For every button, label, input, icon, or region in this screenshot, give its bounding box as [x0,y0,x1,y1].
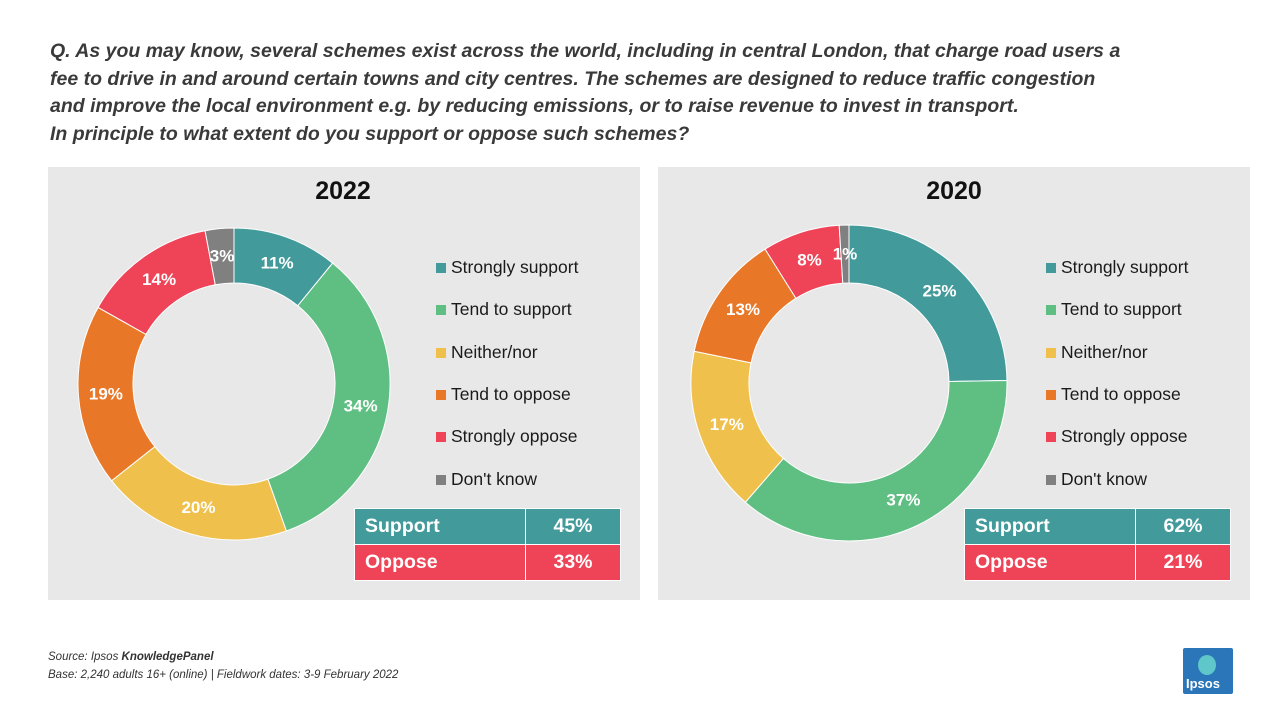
slice-data-label: 17% [710,415,744,434]
summary-oppose-label: Oppose [354,544,526,581]
chart-panel-2022: 2022 11% 34% 20% 19% 14% 3% Strongly support … [48,167,640,600]
summary-table: Support 62% Oppose 21% [964,508,1231,581]
slice-data-label: 37% [886,490,920,509]
legend-label: Tend to oppose [451,384,571,404]
legend-label: Neither/nor [451,342,538,362]
source-line: Source: Ipsos KnowledgePanel [48,648,398,666]
donut-slice [267,262,391,532]
logo-text: Ipsos [1186,676,1220,691]
legend-swatch [1046,263,1056,273]
slice-data-label: 3% [210,247,235,266]
slice-data-label: 20% [181,498,215,517]
question-text: Q. As you may know, several schemes exis… [50,38,1240,148]
legend-label: Don't know [451,469,538,489]
summary-row-support: Support 45% [354,508,621,545]
donut-slice [848,224,1008,382]
legend-swatch [1046,348,1056,358]
donut-slice [838,224,850,284]
summary-oppose-value: 21% [1135,544,1231,581]
legend-swatch [436,348,446,358]
summary-row-oppose: Oppose 21% [964,544,1231,581]
legend-swatch [436,263,446,273]
donut-chart-2022: 11% 34% 20% 19% 14% 3% [77,227,391,541]
summary-row-oppose: Oppose 33% [354,544,621,581]
summary-support-label: Support [964,508,1136,545]
legend-label: Strongly support [1061,257,1189,277]
donut-chart-2020: 25% 37% 17% 13% 8% 1% [690,224,1008,542]
slice-data-label: 19% [89,384,123,403]
slice-data-label: 13% [726,300,760,319]
legend-label: Strongly support [451,257,579,277]
donut-slice [204,227,235,286]
summary-support-value: 62% [1135,508,1231,545]
summary-row-support: Support 62% [964,508,1231,545]
slice-data-label: 8% [797,251,822,270]
question-line: fee to drive in and around certain towns… [50,67,1096,90]
legend-swatch [436,305,446,315]
source-prefix: Source: Ipsos [48,651,122,663]
legend-swatch [436,432,446,442]
summary-support-label: Support [354,508,526,545]
question-line: Q. As you may know, several schemes exis… [50,40,1121,62]
legend-swatch [1046,432,1056,442]
legend-swatch [436,390,446,400]
logo-mark-icon [1198,655,1216,675]
slice-data-label: 34% [344,396,378,415]
legend-label: Neither/nor [1061,342,1148,362]
legend-label: Tend to support [451,299,572,319]
source-note: Source: Ipsos KnowledgePanel Base: 2,240… [48,648,398,684]
legend-label: Tend to oppose [1061,384,1181,404]
slice-data-label: 25% [922,282,956,301]
summary-support-value: 45% [525,508,621,545]
chart-title: 2022 [315,177,371,205]
chart-panel-2020: 2020 25% 37% 17% 13% 8% 1% Strongly support T… [658,167,1250,600]
legend-swatch [436,475,446,485]
question-line: and improve the local environment e.g. b… [50,95,1019,117]
source-name: KnowledgePanel [121,651,214,663]
donut-slice [744,380,1008,542]
legend-label: Tend to support [1061,299,1182,319]
legend-swatch [1046,390,1056,400]
legend-swatch [1046,475,1056,485]
summary-oppose-label: Oppose [964,544,1136,581]
base-line: Base: 2,240 adults 16+ (online) | Fieldw… [48,669,399,681]
summary-oppose-value: 33% [525,544,621,581]
slice-data-label: 14% [142,270,176,289]
legend-label: Don't know [1061,469,1148,489]
legend-label: Strongly oppose [1061,426,1188,446]
legend-swatch [1046,305,1056,315]
summary-table: Support 45% Oppose 33% [354,508,621,581]
ipsos-logo: Ipsos [1183,648,1233,694]
legend-label: Strongly oppose [451,426,578,446]
question-line: In principle to what extent do you suppo… [50,122,690,145]
chart-title: 2020 [926,177,982,205]
slice-data-label: 1% [833,245,858,264]
slice-data-label: 11% [261,253,294,272]
